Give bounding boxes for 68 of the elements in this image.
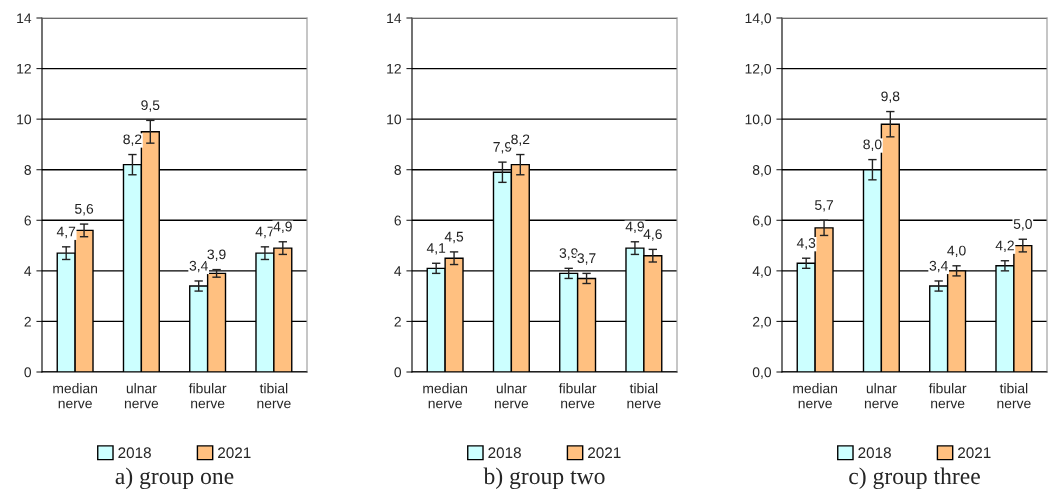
data-label: 3,9: [559, 248, 578, 260]
y-tick-label: 8,0: [752, 165, 772, 177]
x-tick-label: ulnar nerve: [864, 383, 899, 409]
data-label: 8,0: [863, 139, 882, 151]
data-label: 4,6: [643, 229, 662, 241]
data-label: 3,7: [577, 253, 596, 265]
y-tick-label: 12,0: [745, 63, 772, 76]
data-label: 4,3: [796, 238, 816, 250]
data-label: 4,7: [255, 226, 274, 239]
data-label: 4,2: [995, 240, 1014, 253]
legend-label: 2018: [858, 447, 891, 459]
legend-label: 2021: [588, 447, 621, 459]
data-label: 5,7: [814, 200, 834, 212]
data-label: 9,5: [141, 100, 160, 112]
legend-label: 2021: [958, 447, 991, 459]
data-label: 3,9: [207, 249, 226, 261]
data-label: 8,2: [123, 134, 142, 146]
data-label: 5,0: [1013, 219, 1032, 231]
x-tick-label: fibular nerve: [188, 383, 227, 409]
y-tick-label: 10: [387, 114, 402, 125]
x-tick-label: fibular nerve: [928, 383, 967, 409]
text: a) group one: [115, 467, 234, 490]
y-tick-label: 0: [394, 367, 402, 378]
y-tick-label: 10: [17, 114, 32, 125]
x-tick-label: median nerve: [53, 383, 97, 409]
data-label: 5,6: [74, 203, 94, 216]
x-tick-label: ulnar nerve: [494, 383, 529, 409]
data-label: 4,0: [947, 245, 966, 258]
x-tick-label: ulnar nerve: [124, 383, 159, 409]
x-tick-label: tibial nerve: [257, 383, 291, 409]
y-tick-label: 8: [24, 165, 31, 175]
text: b) group two: [483, 467, 605, 490]
x-tick-label: median nerve: [793, 383, 837, 409]
x-tick-label: median nerve: [423, 383, 467, 409]
data-label: 9,8: [881, 91, 900, 103]
y-tick-label: 8: [394, 165, 401, 175]
legend-label: 2021: [218, 447, 251, 459]
data-label: 3,4: [189, 260, 208, 273]
y-tick-label: 14,0: [745, 13, 772, 25]
x-tick-label: fibular nerve: [558, 383, 597, 409]
data-label: 8,2: [511, 134, 530, 146]
data-label: 3,4: [929, 260, 948, 273]
y-tick-label: 10,0: [745, 114, 772, 126]
y-tick-label: 2: [394, 316, 401, 327]
y-tick-label: 12: [387, 63, 401, 74]
data-label: 4,1: [426, 243, 446, 255]
y-tick-label: 0,0: [752, 367, 772, 379]
y-tick-label: 14: [17, 13, 32, 24]
text: c) group three: [849, 467, 980, 490]
y-tick-label: 6: [394, 215, 401, 226]
y-tick-label: 0: [24, 367, 32, 378]
y-tick-label: 6,0: [752, 215, 772, 228]
data-label: 4,7: [56, 226, 76, 239]
y-tick-label: 4,0: [752, 266, 772, 278]
legend-label: 2018: [488, 447, 521, 459]
x-tick-label: tibial nerve: [627, 383, 661, 409]
y-tick-label: 4: [24, 266, 32, 276]
y-tick-label: 2,0: [752, 316, 772, 329]
data-label: 4,5: [444, 231, 464, 244]
y-tick-label: 12: [17, 63, 31, 74]
legend-label: 2018: [118, 447, 151, 459]
data-label: 4,9: [625, 221, 644, 234]
y-tick-label: 2: [24, 316, 31, 327]
y-tick-label: 4: [394, 266, 402, 276]
y-tick-label: 14: [387, 13, 402, 24]
x-tick-label: tibial nerve: [997, 383, 1031, 409]
y-tick-label: 6: [24, 215, 31, 226]
data-label: 4,9: [273, 221, 292, 234]
